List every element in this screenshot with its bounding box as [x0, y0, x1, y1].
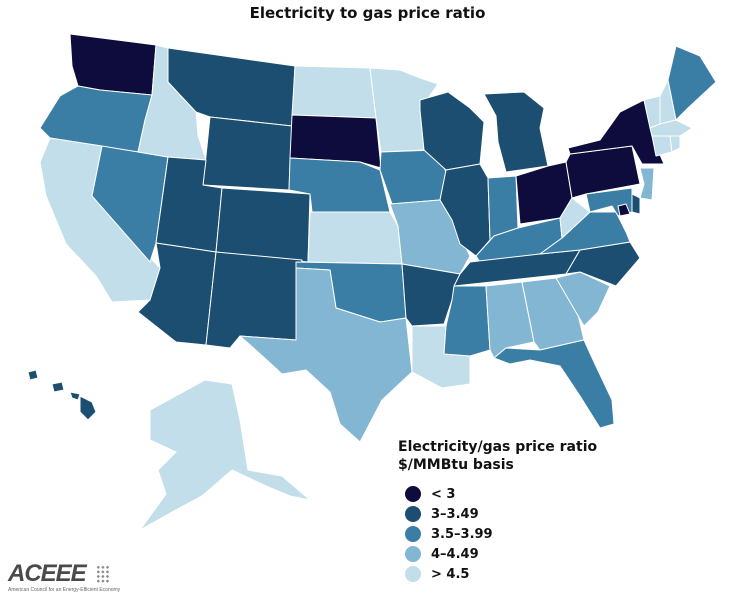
legend-item: 3.5–3.99 [405, 524, 597, 544]
logo-tagline: American Council for an Energy-Efficient… [8, 587, 121, 593]
legend-title-line2: $/MMBtu basis [398, 457, 514, 473]
state-MI[interactable] [483, 91, 549, 173]
state-CT[interactable] [651, 135, 673, 157]
state-DC[interactable] [617, 203, 631, 217]
legend-label: 3.5–3.99 [431, 526, 493, 542]
legend-label: > 4.5 [431, 566, 470, 582]
state-SD[interactable] [289, 114, 382, 169]
map-legend: Electricity/gas price ratio $/MMBtu basi… [398, 438, 597, 584]
state-NJ[interactable] [639, 167, 655, 201]
legend-item: 3–3.49 [405, 504, 597, 524]
legend-label: 3–3.49 [431, 506, 479, 522]
state-KS[interactable] [307, 211, 403, 265]
legend-swatch [405, 506, 421, 522]
state-CO[interactable] [215, 187, 311, 263]
map-title: Electricity to gas price ratio [249, 4, 486, 22]
legend-swatch [405, 566, 421, 582]
us-state-map [27, 33, 717, 531]
legend-swatch [405, 546, 421, 562]
legend-title: Electricity/gas price ratio $/MMBtu basi… [398, 438, 597, 474]
legend-item: > 4.5 [405, 564, 597, 584]
logo-dots-icon [96, 565, 110, 583]
state-WY[interactable] [202, 116, 293, 191]
state-TX[interactable] [239, 267, 413, 443]
state-AK[interactable] [139, 379, 311, 531]
state-WA[interactable] [69, 33, 157, 96]
legend-title-line1: Electricity/gas price ratio [398, 439, 598, 455]
state-DE[interactable] [631, 193, 641, 215]
legend-item: 4–4.49 [405, 544, 597, 564]
legend-label: 4–4.49 [431, 546, 479, 562]
state-ND[interactable] [291, 65, 377, 119]
legend-item: < 3 [405, 484, 597, 504]
legend-swatch [405, 486, 421, 502]
legend-items: < 3 3–3.49 3.5–3.99 4–4.49 > 4.5 [398, 484, 597, 584]
state-RI[interactable] [669, 135, 681, 153]
legend-label: < 3 [431, 486, 456, 502]
state-ME[interactable] [667, 45, 717, 121]
legend-swatch [405, 526, 421, 542]
logo-wordmark: ACEEE [8, 560, 87, 587]
state-HI[interactable] [27, 369, 97, 421]
state-NM[interactable] [205, 251, 303, 349]
aceee-logo: ACEEE American Council for an Energy-Eff… [8, 560, 121, 594]
state-FL[interactable] [493, 339, 615, 429]
